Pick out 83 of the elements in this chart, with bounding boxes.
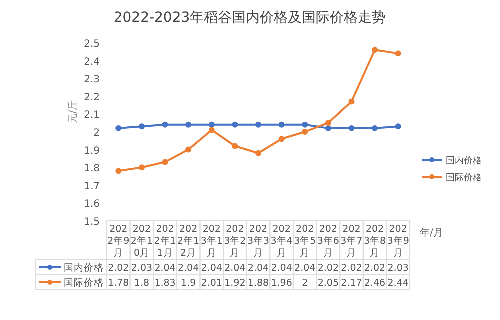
data-label: 2.44	[388, 278, 409, 289]
point	[208, 122, 215, 128]
data-label: 2.02	[318, 263, 339, 274]
y-tick-label: 2.4	[84, 56, 100, 68]
point	[325, 125, 332, 132]
point	[348, 125, 355, 132]
point	[186, 146, 192, 153]
point	[256, 122, 262, 128]
data-label: 2.17	[341, 278, 362, 289]
data-label: 1.88	[248, 278, 270, 289]
data-label: 2.04	[178, 263, 200, 274]
y-tick-label: 2.3	[84, 74, 100, 86]
point	[278, 122, 285, 128]
x-tick-label: 2023年4月	[270, 224, 293, 259]
data-label: 2.04	[271, 263, 292, 274]
data-label: 2.04	[154, 263, 176, 274]
data-label: 1.78	[108, 278, 130, 289]
y-tick-label: 2	[94, 128, 100, 139]
point	[302, 129, 308, 135]
y-tick-label: 2.5	[84, 39, 100, 50]
y-tick-label: 2.2	[84, 92, 100, 104]
chart-title: 2022-2023年稻谷国内价格及国际价格走势	[114, 10, 386, 26]
x-axis-title: 年/月	[420, 227, 444, 239]
data-label: 2.04	[248, 263, 270, 274]
point	[116, 125, 122, 132]
x-tick-label: 2023年6月	[317, 224, 340, 259]
x-tick-label: 2023年3月	[247, 224, 270, 259]
point	[348, 98, 355, 105]
y-tick-label: 1.9	[84, 146, 100, 157]
point	[232, 122, 238, 128]
x-tick-label: 2023年8月	[364, 224, 386, 259]
data-label: 2.04	[201, 263, 222, 274]
point	[138, 164, 145, 171]
x-tick-label: 2023年1月	[200, 224, 223, 259]
point	[186, 122, 192, 128]
point	[116, 168, 122, 174]
text: 国内价格	[64, 263, 104, 274]
x-tick-label: 2022年10月	[130, 224, 154, 259]
point	[256, 150, 262, 156]
point	[232, 143, 238, 150]
y-tick-label: 1.8	[84, 164, 100, 175]
data-label: 2.04	[294, 263, 316, 274]
point	[395, 50, 402, 57]
data-label: 2.05	[318, 278, 339, 289]
point	[162, 122, 168, 128]
y-tick-label: 1.7	[84, 181, 100, 192]
data-label: 1.8	[134, 278, 150, 289]
text: 国际价格	[64, 278, 104, 289]
point	[162, 159, 168, 166]
data-label: 2.03	[131, 263, 153, 274]
legend-label: 国内价格	[446, 156, 482, 166]
y-axis-title: 元/斤	[67, 100, 79, 124]
point	[138, 124, 145, 130]
y-tick-label: 2.1	[84, 110, 100, 122]
data-label: 1.92	[224, 278, 246, 289]
x-tick-label: 2023年7月	[340, 224, 363, 259]
point	[325, 120, 332, 126]
data-label: 1.96	[271, 278, 292, 289]
x-tick-label: 2022年9月	[108, 224, 130, 259]
x-tick-label: 2023年9月	[387, 224, 410, 259]
data-label: 2.04	[224, 263, 246, 274]
data-label: 2.03	[388, 263, 409, 274]
x-tick-label: 2023年2月	[224, 224, 246, 259]
point	[278, 136, 285, 142]
y-tick-label: 1.5	[84, 217, 100, 228]
point	[208, 127, 215, 134]
data-label: 2.02	[108, 263, 130, 274]
y-tick-label: 1.6	[84, 199, 100, 210]
data-label: 2	[302, 278, 308, 289]
data-label: 1.9	[181, 278, 196, 289]
point	[395, 124, 402, 130]
data-label: 2.02	[341, 263, 362, 274]
x-tick-label: 2023年5月	[294, 224, 316, 259]
point	[372, 125, 378, 132]
point	[302, 122, 308, 128]
data-label: 2.46	[364, 278, 386, 289]
legend-label: 国际价格	[446, 172, 482, 184]
data-label: 2.01	[201, 278, 222, 289]
data-label: 2.02	[364, 263, 386, 274]
x-tick-label: 2022年11月	[154, 224, 176, 259]
data-label: 1.83	[154, 278, 176, 289]
point	[372, 47, 378, 54]
x-tick-label: 2022年12月	[178, 224, 200, 259]
